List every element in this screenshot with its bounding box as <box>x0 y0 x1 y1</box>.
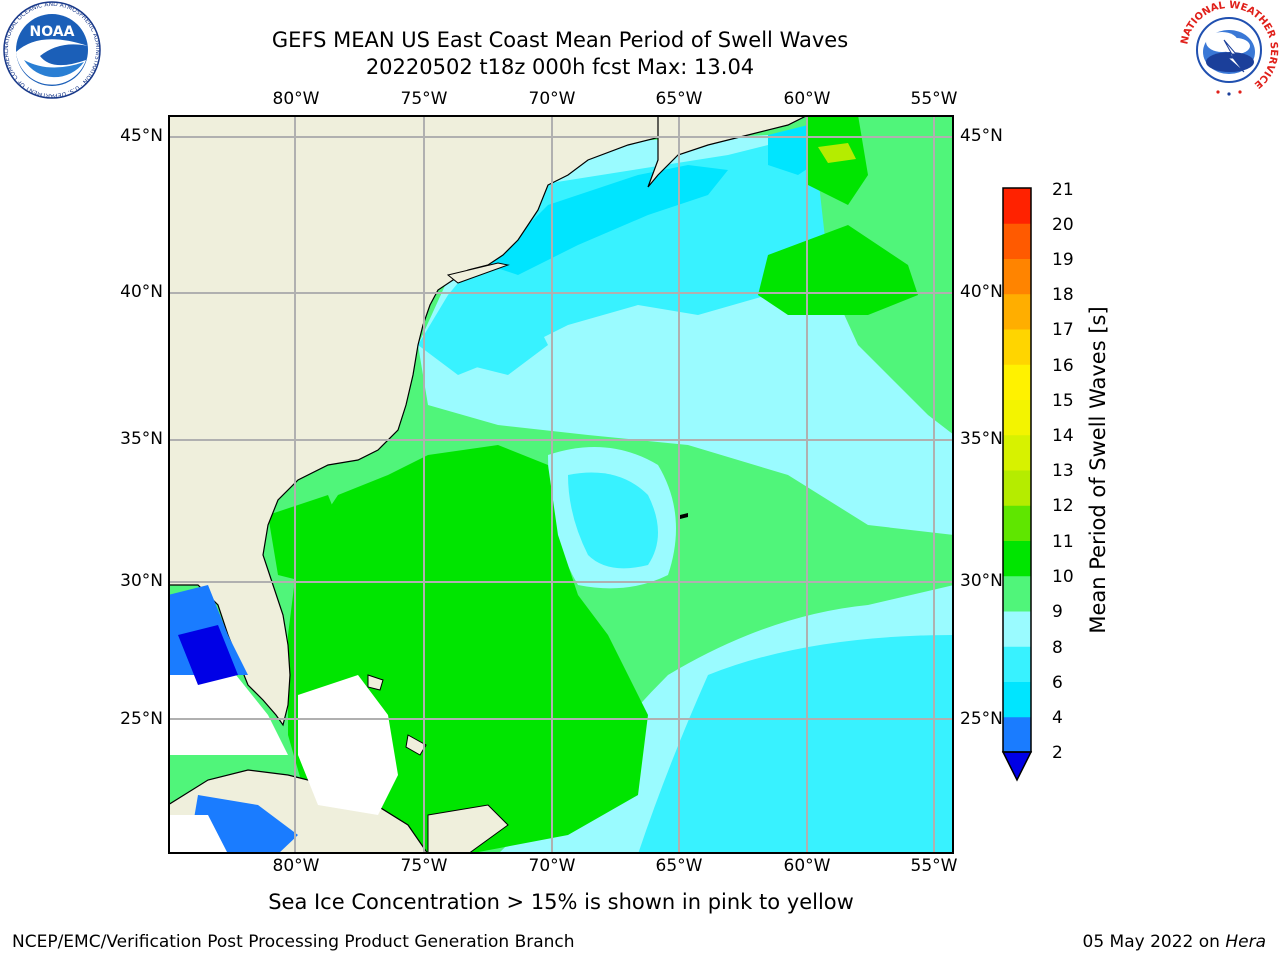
lat-label-right: 45°N <box>960 126 1003 146</box>
colorbar-band <box>1003 611 1031 647</box>
lon-label-top: 55°W <box>910 89 958 109</box>
colorbar-band <box>1003 646 1031 682</box>
map-title: GEFS MEAN US East Coast Mean Period of S… <box>271 28 849 52</box>
map-frame <box>168 115 954 854</box>
colorbar-band <box>1003 434 1031 471</box>
land-long-island <box>446 262 510 284</box>
colorbar-tick: 16 <box>1052 356 1074 376</box>
colorbar <box>1001 187 1033 782</box>
lat-label-left: 30°N <box>120 571 163 591</box>
lon-label-bottom: 55°W <box>910 856 958 876</box>
colorbar-tick: 20 <box>1052 215 1074 235</box>
colorbar-band <box>1003 329 1031 365</box>
map-subtitle: 20220502 t18z 000h fcst Max: 13.04 <box>365 55 755 79</box>
colorbar-tick: 14 <box>1052 426 1074 446</box>
caribbean-no-data <box>168 815 228 854</box>
colorbar-under-arrow <box>1001 751 1033 782</box>
colorbar-band <box>1003 258 1031 295</box>
land-maritimes <box>647 115 809 188</box>
land-bahamas <box>367 674 384 691</box>
caribbean-no-data <box>298 675 398 815</box>
contour-4-6 <box>488 165 728 275</box>
colorbar-band <box>1003 716 1031 753</box>
lat-label-right: 25°N <box>960 709 1003 729</box>
run-date: 05 May 2022 on Hera <box>1083 932 1267 952</box>
machine-name: Hera <box>1225 932 1266 952</box>
colorbar-band <box>1003 470 1031 506</box>
lon-label-top: 70°W <box>528 89 576 109</box>
producer-credit: NCEP/EMC/Verification Post Processing Pr… <box>12 932 575 952</box>
lon-label-top: 60°W <box>783 89 831 109</box>
land-bermuda <box>680 513 688 519</box>
colorbar-band <box>1003 505 1031 541</box>
colorbar-tick: 8 <box>1052 638 1063 658</box>
colorbar-tick: 2 <box>1052 743 1063 763</box>
contour-10-11 <box>268 495 348 585</box>
colorbar-tick: 19 <box>1052 250 1074 270</box>
colorbar-frame <box>1002 187 1032 753</box>
colorbar-tick: 13 <box>1052 461 1074 481</box>
noaa-logo-text: NOAA <box>30 24 75 40</box>
lon-label-bottom: 75°W <box>400 856 448 876</box>
colorbar-band <box>1003 293 1031 330</box>
lon-label-bottom: 70°W <box>528 856 576 876</box>
colorbar-tick: 17 <box>1052 320 1074 340</box>
lat-label-right: 40°N <box>960 282 1003 302</box>
gulf-low-period <box>178 625 238 685</box>
colorbar-band <box>1003 399 1031 436</box>
land-bahamas <box>405 734 427 756</box>
contour-11-12 <box>818 143 856 163</box>
lat-label-left: 35°N <box>120 429 163 449</box>
colorbar-tick: 4 <box>1052 708 1063 728</box>
colorbar-tick: 15 <box>1052 391 1074 411</box>
lon-label-bottom: 65°W <box>655 856 703 876</box>
colorbar-tick: 6 <box>1052 673 1063 693</box>
lon-label-top: 65°W <box>655 89 703 109</box>
colorbar-tick: 9 <box>1052 602 1063 622</box>
colorbar-band <box>1003 540 1031 577</box>
lat-label-left: 40°N <box>120 282 163 302</box>
colorbar-tick: 21 <box>1052 180 1074 200</box>
noaa-logo-icon: NATIONAL OCEANIC AND ATMOSPHERIC ADMINIS… <box>0 0 101 99</box>
lon-label-bottom: 80°W <box>272 856 320 876</box>
colorbar-tick: 11 <box>1052 532 1074 552</box>
colorbar-band <box>1003 188 1031 224</box>
land-hispaniola <box>427 804 509 854</box>
lat-label-left: 45°N <box>120 126 163 146</box>
colorbar-tick: 12 <box>1052 496 1074 516</box>
colorbar-band <box>1003 575 1031 612</box>
lon-label-bottom: 60°W <box>783 856 831 876</box>
contour-6-8 <box>568 472 658 569</box>
graticule <box>168 115 954 854</box>
colorbar-tick: 10 <box>1052 567 1074 587</box>
lat-label-right: 30°N <box>960 571 1003 591</box>
colorbar-band <box>1003 223 1031 259</box>
lon-label-top: 75°W <box>400 89 448 109</box>
colorbar-label: Mean Period of Swell Waves [s] <box>1086 306 1110 634</box>
run-date-text: 05 May 2022 on <box>1082 932 1226 952</box>
nws-logo-icon: NATIONAL WEATHER SERVICE <box>1179 0 1279 98</box>
swell-period-map <box>168 115 954 854</box>
sea-ice-note: Sea Ice Concentration > 15% is shown in … <box>268 890 854 914</box>
colorbar-band <box>1003 364 1031 400</box>
gulf-no-data <box>168 665 288 755</box>
contour-6-8 <box>458 305 548 375</box>
contour-6-8 <box>638 635 954 854</box>
lat-label-right: 35°N <box>960 429 1003 449</box>
colorbar-tick: 18 <box>1052 285 1074 305</box>
land-north-america <box>168 115 749 727</box>
colorbar-band <box>1003 681 1031 718</box>
lat-label-left: 25°N <box>120 709 163 729</box>
lon-label-top: 80°W <box>272 89 320 109</box>
